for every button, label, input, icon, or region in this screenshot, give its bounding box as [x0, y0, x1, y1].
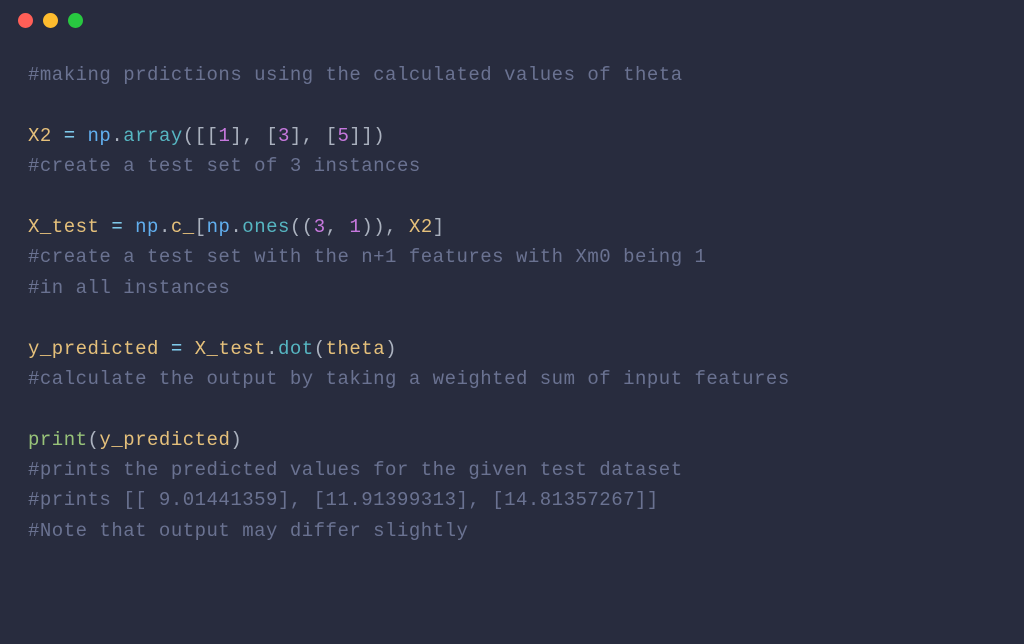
token-variable: theta: [326, 338, 386, 360]
code-line: #making prdictions using the calculated …: [28, 60, 996, 90]
token-punct: ,: [326, 216, 350, 238]
token-method: array: [123, 125, 183, 147]
token-punct: ([[: [183, 125, 219, 147]
token-punct: [159, 338, 171, 360]
token-punct: ]: [433, 216, 445, 238]
token-module: np: [88, 125, 112, 147]
minimize-icon[interactable]: [43, 13, 58, 28]
code-line: [28, 303, 996, 333]
token-number: 3: [278, 125, 290, 147]
token-variable: y_predicted: [28, 338, 159, 360]
token-module: np: [135, 216, 159, 238]
code-line: X_test = np.c_[np.ones((3, 1)), X2]: [28, 212, 996, 242]
token-variable: X_test: [28, 216, 99, 238]
code-line: #prints [[ 9.01441359], [11.91399313], […: [28, 485, 996, 515]
token-method: dot: [278, 338, 314, 360]
code-line: X2 = np.array([[1], [3], [5]]): [28, 121, 996, 151]
token-func: print: [28, 429, 88, 451]
token-comment: #in all instances: [28, 277, 230, 299]
token-punct: [52, 125, 64, 147]
code-line: #calculate the output by taking a weight…: [28, 364, 996, 394]
token-punct: .: [230, 216, 242, 238]
code-window: #making prdictions using the calculated …: [0, 0, 1024, 644]
token-punct: ((: [290, 216, 314, 238]
token-variable: X2: [409, 216, 433, 238]
token-number: 3: [314, 216, 326, 238]
token-operator: =: [64, 125, 76, 147]
code-line: [28, 394, 996, 424]
token-punct: ], [: [290, 125, 338, 147]
token-comment: #Note that output may differ slightly: [28, 520, 468, 542]
code-line: y_predicted = X_test.dot(theta): [28, 334, 996, 364]
code-line: #create a test set with the n+1 features…: [28, 242, 996, 272]
code-line: #prints the predicted values for the giv…: [28, 455, 996, 485]
token-number: 5: [338, 125, 350, 147]
token-number: 1: [218, 125, 230, 147]
token-punct: (: [314, 338, 326, 360]
token-variable: X_test: [195, 338, 266, 360]
token-punct: [183, 338, 195, 360]
token-variable: c_: [171, 216, 195, 238]
code-line: #in all instances: [28, 273, 996, 303]
token-variable: X2: [28, 125, 52, 147]
token-comment: #making prdictions using the calculated …: [28, 64, 683, 86]
zoom-icon[interactable]: [68, 13, 83, 28]
token-punct: ], [: [230, 125, 278, 147]
code-line: #create a test set of 3 instances: [28, 151, 996, 181]
token-punct: [99, 216, 111, 238]
close-icon[interactable]: [18, 13, 33, 28]
token-number: 1: [349, 216, 361, 238]
token-comment: #prints [[ 9.01441359], [11.91399313], […: [28, 489, 659, 511]
token-punct: .: [266, 338, 278, 360]
code-editor[interactable]: #making prdictions using the calculated …: [0, 40, 1024, 566]
token-operator: =: [171, 338, 183, 360]
code-line: [28, 182, 996, 212]
token-module: np: [207, 216, 231, 238]
token-operator: =: [111, 216, 123, 238]
token-punct: ]]): [349, 125, 385, 147]
token-punct: )),: [361, 216, 409, 238]
code-line: print(y_predicted): [28, 425, 996, 455]
token-punct: [: [195, 216, 207, 238]
token-punct: .: [111, 125, 123, 147]
code-line: #Note that output may differ slightly: [28, 516, 996, 546]
token-punct: ): [385, 338, 397, 360]
token-comment: #create a test set of 3 instances: [28, 155, 421, 177]
token-punct: .: [159, 216, 171, 238]
token-punct: [123, 216, 135, 238]
token-variable: y_predicted: [99, 429, 230, 451]
token-punct: ): [230, 429, 242, 451]
token-comment: #prints the predicted values for the giv…: [28, 459, 683, 481]
token-comment: #create a test set with the n+1 features…: [28, 246, 706, 268]
token-method: ones: [242, 216, 290, 238]
titlebar: [0, 0, 1024, 40]
token-punct: (: [88, 429, 100, 451]
code-line: [28, 90, 996, 120]
token-punct: [76, 125, 88, 147]
token-comment: #calculate the output by taking a weight…: [28, 368, 790, 390]
